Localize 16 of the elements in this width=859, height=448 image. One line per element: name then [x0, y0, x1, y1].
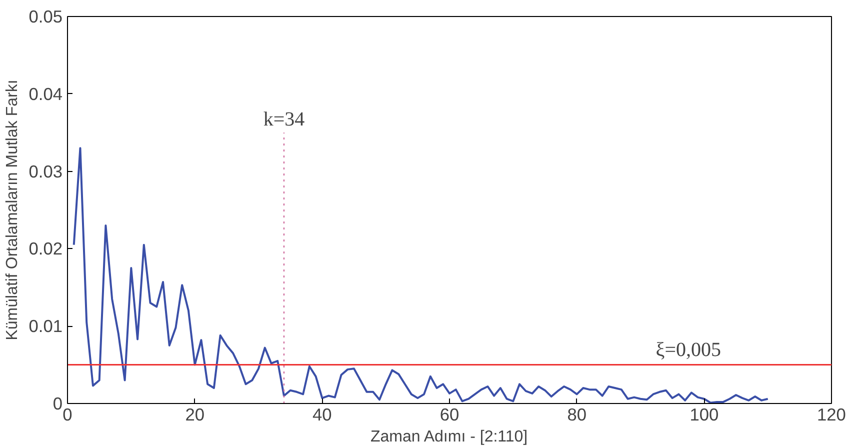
x-tick-label: 60 [440, 404, 460, 424]
x-tick-label: 120 [817, 404, 846, 424]
y-tick-label: 0.02 [28, 238, 63, 259]
ref-line-label: ξ=0,005 [656, 338, 721, 361]
x-tick-label: 100 [690, 404, 719, 424]
line-series [72, 147, 769, 404]
y-tick-label: 0.03 [28, 161, 63, 182]
x-axis-title: Zaman Adımı - [2:110] [370, 428, 528, 446]
y-tick-label: 0.05 [28, 6, 63, 26]
x-tick-label: 40 [312, 404, 332, 424]
ref-line-label: k=34 [263, 108, 305, 131]
y-tick-label: 0.04 [28, 84, 63, 104]
x-tick-label: 20 [185, 404, 204, 424]
x-tick-label: 80 [567, 404, 586, 424]
y-tick-label: 0.01 [28, 316, 63, 336]
y-axis-title: Kümülatif Ortalamaların Mutlak Farkı [4, 80, 21, 340]
